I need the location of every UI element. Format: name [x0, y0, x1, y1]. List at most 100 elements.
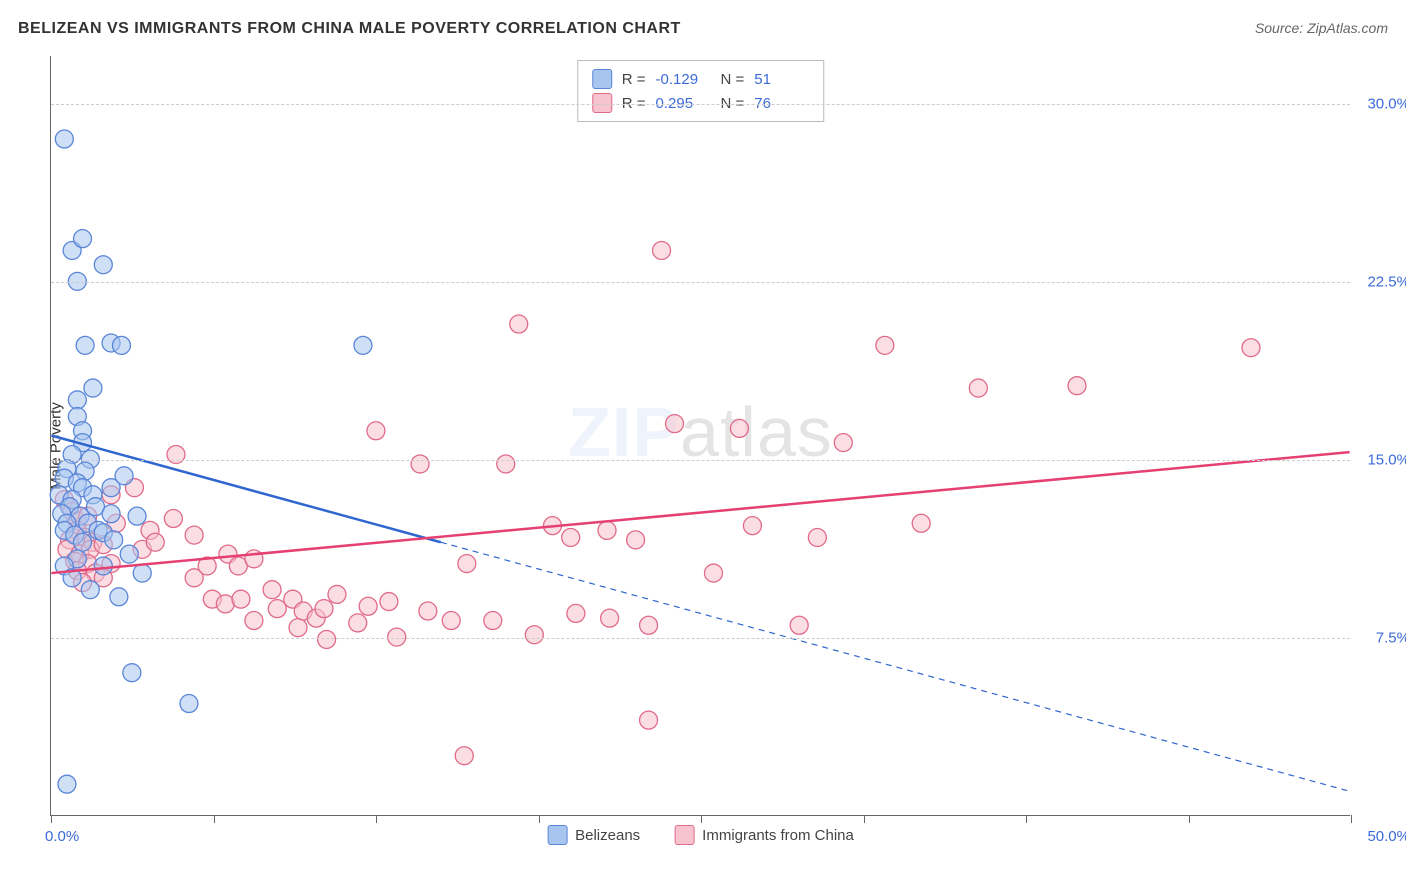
data-point [367, 422, 385, 440]
x-tick [1189, 815, 1190, 823]
x-tick [376, 815, 377, 823]
n-value-a: 51 [754, 71, 809, 88]
data-point [120, 545, 138, 563]
data-point [354, 336, 372, 354]
x-tick [1351, 815, 1352, 823]
data-point [180, 695, 198, 713]
legend-label-b: Immigrants from China [702, 827, 854, 844]
data-point [328, 585, 346, 603]
stats-row-a: R = -0.129 N = 51 [592, 67, 810, 91]
data-point [245, 612, 263, 630]
data-point [1242, 339, 1260, 357]
data-point [268, 600, 286, 618]
y-tick-label: 22.5% [1367, 273, 1406, 290]
x-tick [539, 815, 540, 823]
y-tick-label: 30.0% [1367, 95, 1406, 112]
data-point [666, 415, 684, 433]
data-point [1068, 377, 1086, 395]
x-tick-max: 50.0% [1367, 828, 1406, 845]
scatter-svg [51, 56, 1350, 815]
y-tick-label: 15.0% [1367, 451, 1406, 468]
data-point [55, 130, 73, 148]
data-point [442, 612, 460, 630]
data-point [730, 419, 748, 437]
data-point [640, 616, 658, 634]
data-point [164, 510, 182, 528]
data-point [790, 616, 808, 634]
data-point [115, 467, 133, 485]
data-point [110, 588, 128, 606]
trend-line [51, 452, 1349, 573]
data-point [167, 445, 185, 463]
legend-label-a: Belizeans [575, 827, 640, 844]
data-point [318, 630, 336, 648]
data-point [74, 533, 92, 551]
data-point [380, 593, 398, 611]
data-point [76, 336, 94, 354]
data-point [640, 711, 658, 729]
source-attribution: Source: ZipAtlas.com [1255, 20, 1388, 36]
data-point [419, 602, 437, 620]
r-value-a: -0.129 [656, 71, 711, 88]
chart-title: BELIZEAN VS IMMIGRANTS FROM CHINA MALE P… [18, 20, 681, 38]
data-point [601, 609, 619, 627]
x-tick [864, 815, 865, 823]
data-point [94, 557, 112, 575]
data-point [58, 775, 76, 793]
data-point [834, 434, 852, 452]
data-point [627, 531, 645, 549]
gridline [51, 638, 1350, 639]
data-point [808, 529, 826, 547]
data-point [74, 230, 92, 248]
correlation-stats-box: R = -0.129 N = 51 R = 0.295 N = 76 [577, 60, 825, 122]
gridline [51, 104, 1350, 105]
data-point [598, 521, 616, 539]
data-point [497, 455, 515, 473]
data-point [455, 747, 473, 765]
data-point [185, 526, 203, 544]
data-point [105, 531, 123, 549]
data-point [743, 517, 761, 535]
legend-swatch-a-icon [547, 825, 567, 845]
data-point [232, 590, 250, 608]
data-point [128, 507, 146, 525]
data-point [146, 533, 164, 551]
data-point [289, 619, 307, 637]
x-tick [1026, 815, 1027, 823]
data-point [359, 597, 377, 615]
data-point [458, 555, 476, 573]
x-tick [701, 815, 702, 823]
data-point [510, 315, 528, 333]
data-point [263, 581, 281, 599]
swatch-a-icon [592, 69, 612, 89]
data-point [84, 379, 102, 397]
legend-row: Belizeans Immigrants from China [547, 825, 854, 845]
y-tick-label: 7.5% [1376, 629, 1406, 646]
data-point [94, 256, 112, 274]
data-point [133, 564, 151, 582]
x-tick-min: 0.0% [45, 828, 79, 845]
legend-swatch-b-icon [674, 825, 694, 845]
gridline [51, 460, 1350, 461]
data-point [567, 604, 585, 622]
data-point [484, 612, 502, 630]
header-row: BELIZEAN VS IMMIGRANTS FROM CHINA MALE P… [18, 20, 1388, 38]
data-point [411, 455, 429, 473]
trend-line [441, 542, 1350, 791]
data-point [102, 505, 120, 523]
data-point [123, 664, 141, 682]
x-tick [51, 815, 52, 823]
data-point [525, 626, 543, 644]
r-label-a: R = [622, 71, 646, 88]
data-point [349, 614, 367, 632]
data-point [704, 564, 722, 582]
data-point [68, 391, 86, 409]
chart-plot-area: ZIPatlas R = -0.129 N = 51 R = 0.295 N =… [50, 56, 1350, 816]
data-point [81, 581, 99, 599]
data-point [562, 529, 580, 547]
data-point [653, 242, 671, 260]
x-tick [214, 815, 215, 823]
data-point [876, 336, 894, 354]
legend-item-b: Immigrants from China [674, 825, 854, 845]
data-point [315, 600, 333, 618]
